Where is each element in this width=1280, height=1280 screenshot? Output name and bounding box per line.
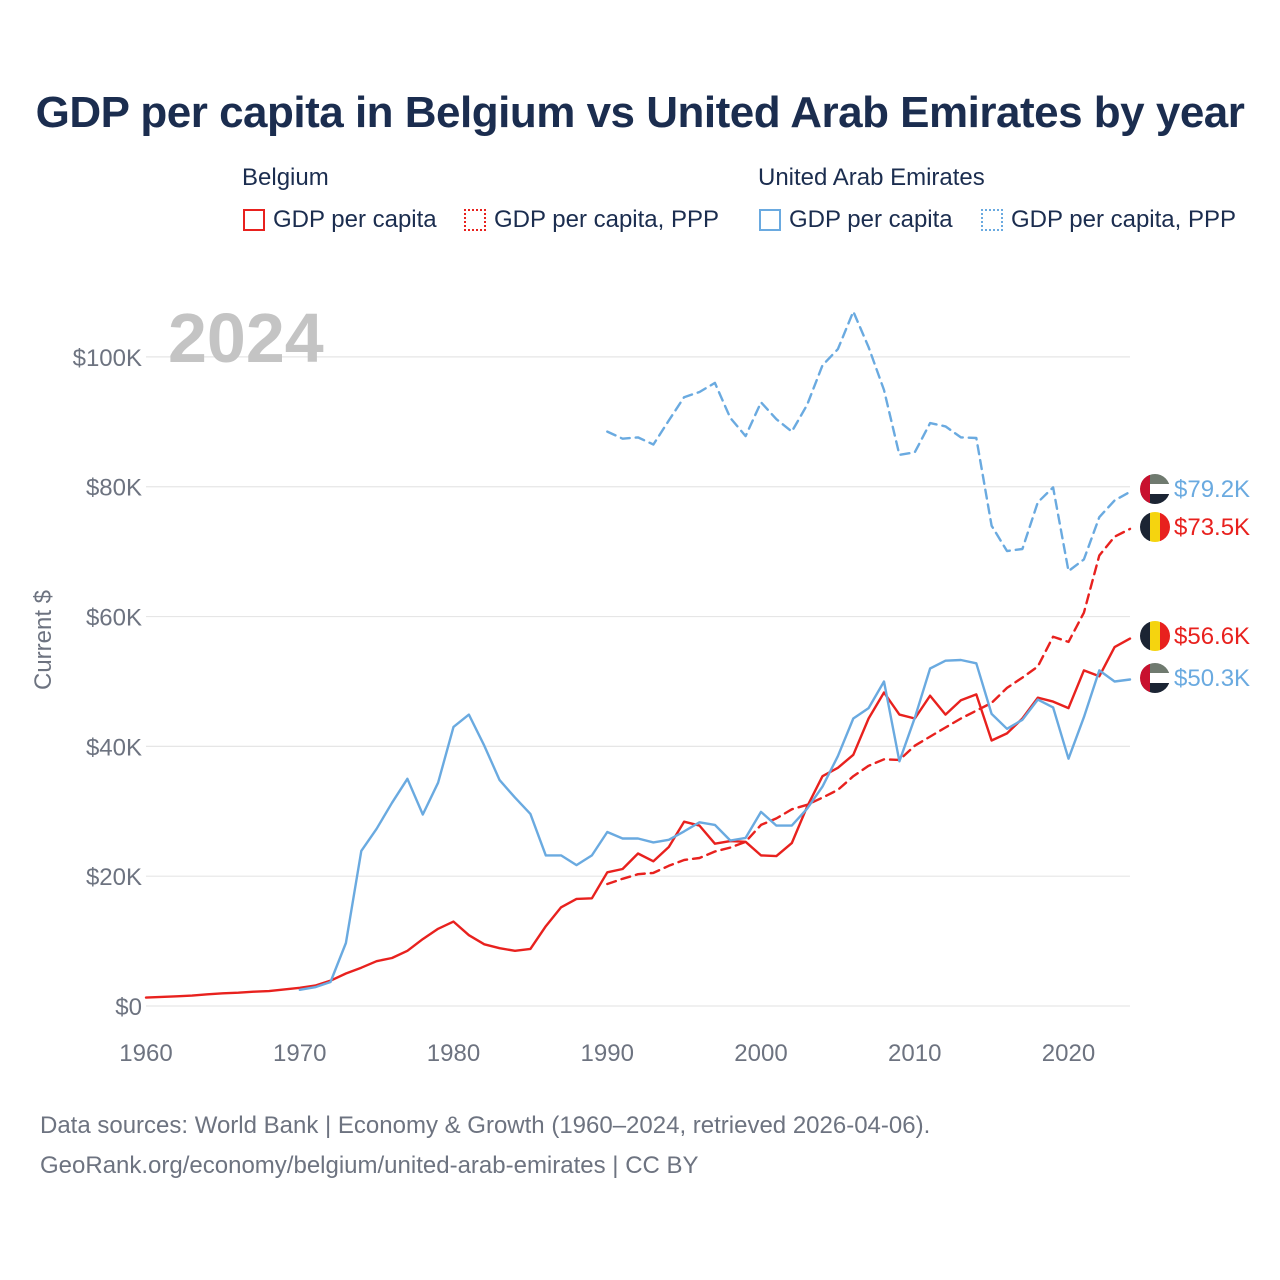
y-tick-label: $20K: [86, 864, 142, 891]
end-label-belgium-gdp: $56.6K: [1174, 623, 1250, 650]
x-tick-label: 1970: [273, 1040, 326, 1067]
end-label-belgium-ppp: $73.5K: [1174, 514, 1250, 541]
legend-item-belgium-ppp[interactable]: GDP per capita, PPP: [464, 205, 719, 235]
legend-swatch-solid-icon: [243, 209, 265, 231]
legend-label: GDP per capita, PPP: [494, 206, 719, 233]
x-tick-label: 1960: [119, 1040, 172, 1067]
series-line-belgium-gdp-per-capita[interactable]: [144, 637, 1132, 999]
y-tick-label: $80K: [86, 475, 142, 502]
end-label-uae-gdp: $50.3K: [1174, 665, 1250, 692]
footer-link[interactable]: GeoRank.org/economy/belgium/united-arab-…: [40, 1152, 699, 1179]
legend-item-uae-gdp[interactable]: GDP per capita: [759, 205, 953, 235]
y-axis-label: Current $: [30, 590, 57, 690]
series-line-united-arab-emirates-gdp-per-capita-ppp[interactable]: [606, 310, 1132, 573]
belgium-flag-icon: [1140, 621, 1170, 651]
end-label-uae-ppp: $79.2K: [1174, 476, 1250, 503]
series-line-belgium-gdp-per-capita-ppp[interactable]: [606, 527, 1132, 886]
legend-label: GDP per capita: [789, 206, 953, 233]
year-watermark: 2024: [168, 299, 324, 377]
uae-flag-icon: [1140, 474, 1170, 504]
footer: Data sources: World Bank | Economy & Gro…: [40, 1106, 930, 1186]
x-tick-label: 2000: [734, 1040, 787, 1067]
legend-item-uae-ppp[interactable]: GDP per capita, PPP: [981, 205, 1236, 235]
belgium-flag-icon: [1140, 512, 1170, 542]
series-line-united-arab-emirates-gdp-per-capita[interactable]: [298, 658, 1132, 991]
legend-group-uae: United Arab Emirates: [758, 164, 985, 191]
legend-label: GDP per capita, PPP: [1011, 206, 1236, 233]
legend-swatch-dotted-icon: [981, 209, 1003, 231]
legend-group-belgium: Belgium: [242, 164, 329, 191]
footer-sources: Data sources: World Bank | Economy & Gro…: [40, 1112, 931, 1139]
x-tick-label: 1980: [427, 1040, 480, 1067]
legend-swatch-dotted-icon: [464, 209, 486, 231]
legend-item-belgium-gdp[interactable]: GDP per capita: [243, 205, 437, 235]
x-tick-label: 2010: [888, 1040, 941, 1067]
legend-label: GDP per capita: [273, 206, 437, 233]
uae-flag-icon: [1140, 663, 1170, 693]
y-tick-label: $60K: [86, 605, 142, 632]
y-tick-label: $0: [115, 994, 142, 1021]
x-tick-label: 2020: [1042, 1040, 1095, 1067]
y-tick-label: $40K: [86, 734, 142, 761]
y-tick-label: $100K: [73, 345, 142, 372]
chart-title: GDP per capita in Belgium vs United Arab…: [35, 88, 1245, 137]
x-tick-label: 1990: [581, 1040, 634, 1067]
legend-swatch-solid-icon: [759, 209, 781, 231]
